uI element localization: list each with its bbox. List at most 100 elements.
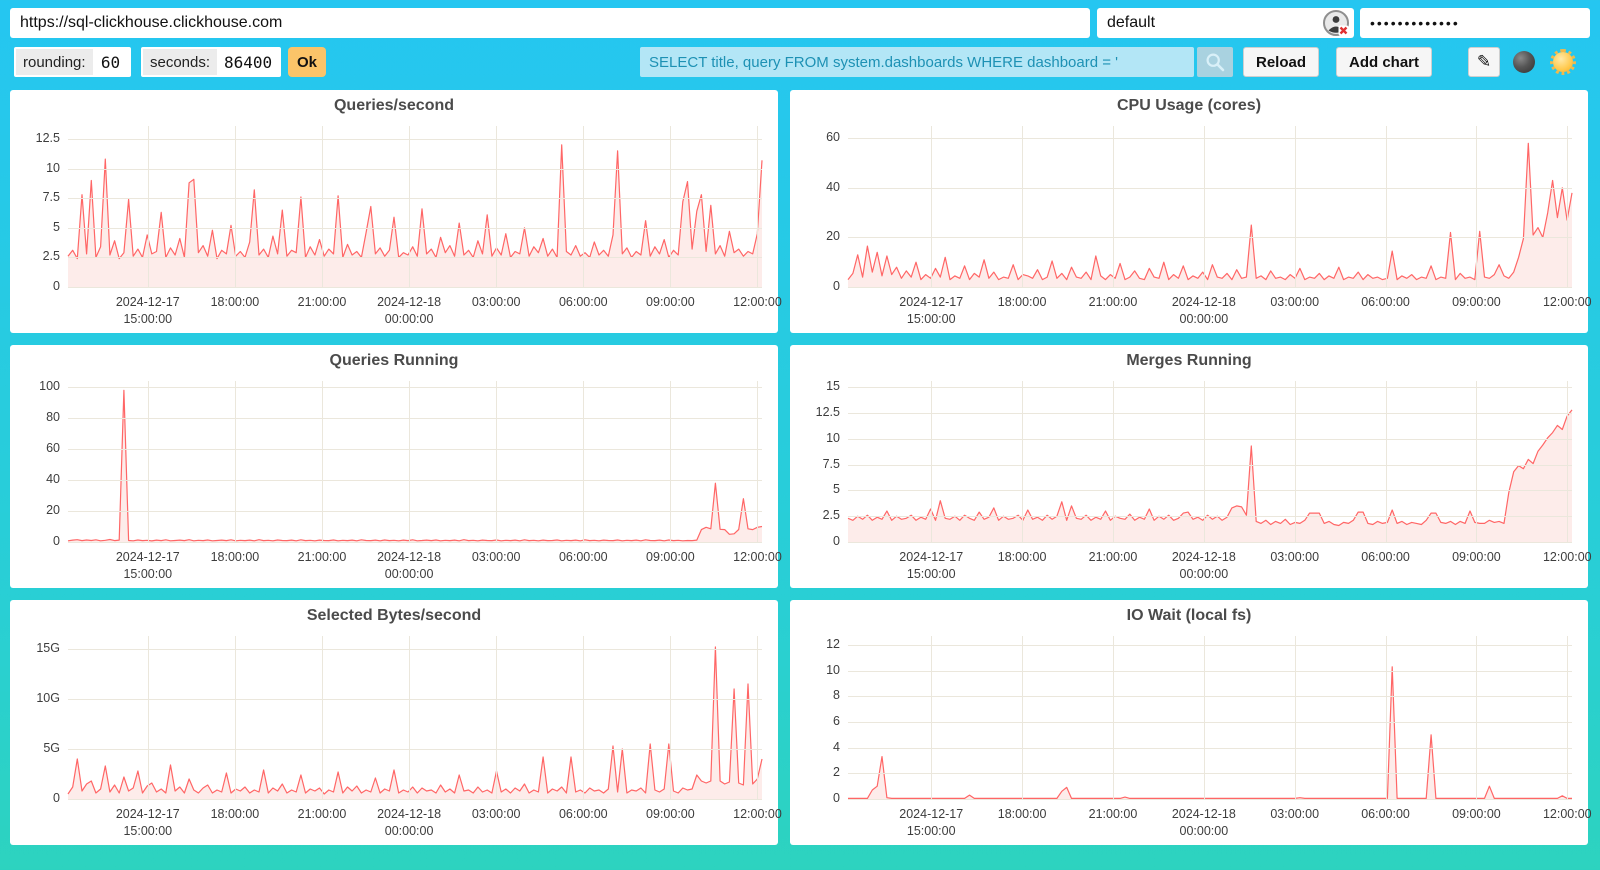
y-axis-tick-label: 6 bbox=[833, 713, 840, 728]
y-gridline bbox=[848, 490, 1572, 492]
run-query-button[interactable] bbox=[1197, 47, 1233, 77]
chart-title: Queries Running bbox=[329, 352, 459, 369]
seconds-label: seconds: bbox=[143, 49, 218, 75]
rounding-label: rounding: bbox=[16, 49, 93, 75]
y-axis-tick-label: 0 bbox=[833, 791, 840, 805]
x-axis-tick-label: 12:00:00 bbox=[733, 807, 782, 821]
y-gridline bbox=[848, 187, 1572, 189]
x-axis-tick-label: 03:00:00 bbox=[1270, 550, 1320, 564]
x-gridline bbox=[409, 126, 411, 287]
y-axis-tick-label: 4 bbox=[833, 739, 840, 754]
x-axis-tick-label: 18:00:00 bbox=[997, 295, 1047, 309]
y-gridline bbox=[68, 257, 762, 259]
x-axis-tick-label: 03:00:00 bbox=[1270, 295, 1320, 309]
y-axis-tick-label: 80 bbox=[46, 410, 60, 425]
x-gridline bbox=[931, 636, 933, 799]
chart-card-queries-running: Queries Running 100 80 60 40 20 0 2024-12-17 15… bbox=[10, 345, 782, 588]
light-theme-sun-icon[interactable] bbox=[1550, 49, 1576, 75]
x-gridline bbox=[1022, 381, 1024, 542]
x-axis-tick-label: 2024-12-17 15:00:00 bbox=[899, 295, 964, 326]
y-axis-tick-label: 60 bbox=[46, 441, 60, 456]
y-axis-tick-label: 5 bbox=[53, 219, 60, 234]
y-gridline bbox=[68, 139, 762, 141]
x-gridline bbox=[757, 126, 759, 287]
x-axis-tick-label: 12:00:00 bbox=[733, 295, 782, 309]
url-input[interactable] bbox=[10, 8, 1090, 38]
x-axis-tick-label: 09:00:00 bbox=[646, 550, 695, 564]
y-gridline bbox=[68, 542, 762, 543]
x-gridline bbox=[147, 126, 149, 287]
chart-series-svg bbox=[67, 389, 763, 542]
x-gridline bbox=[1294, 381, 1296, 542]
x-gridline bbox=[757, 381, 759, 542]
y-gridline bbox=[68, 799, 762, 800]
x-axis-tick-label: 06:00:00 bbox=[558, 550, 608, 564]
x-gridline bbox=[1567, 636, 1569, 799]
x-axis-tick-label: 03:00:00 bbox=[471, 550, 521, 564]
y-gridline bbox=[68, 387, 762, 389]
x-axis-tick-label: 12:00:00 bbox=[1542, 807, 1592, 821]
y-gridline bbox=[848, 542, 1572, 543]
search-icon bbox=[1206, 53, 1225, 72]
y-axis-tick-label: 0 bbox=[833, 279, 840, 293]
y-gridline bbox=[68, 287, 762, 288]
chart-series-svg bbox=[848, 666, 1572, 799]
dashboard-query-input[interactable] bbox=[640, 47, 1194, 77]
y-gridline bbox=[68, 649, 762, 650]
x-axis-tick-label: 2024-12-18 00:00:00 bbox=[377, 550, 442, 581]
y-axis-tick-label: 7.5 bbox=[42, 190, 60, 205]
chart-card-io-wait: IO Wait (local fs) 12 10 8 6 4 2 0 2024-12-17 15… bbox=[790, 600, 1592, 845]
y-gridline bbox=[848, 438, 1572, 440]
username-input[interactable] bbox=[1097, 8, 1354, 38]
y-axis-tick-label: 2.5 bbox=[822, 508, 840, 523]
x-axis-tick-label: 09:00:00 bbox=[1452, 295, 1501, 309]
x-gridline bbox=[1567, 126, 1569, 287]
chart-plot-area bbox=[848, 636, 1572, 799]
y-gridline bbox=[68, 480, 762, 482]
chart-series-svg bbox=[67, 646, 763, 799]
reload-button[interactable]: Reload bbox=[1243, 47, 1320, 77]
x-gridline bbox=[1203, 126, 1205, 287]
x-axis-tick-label: 18:00:00 bbox=[210, 807, 260, 821]
x-axis-tick-label: 18:00:00 bbox=[210, 295, 260, 309]
y-axis-tick-label: 0 bbox=[53, 791, 60, 805]
y-axis-tick-label: 2.5 bbox=[42, 249, 60, 264]
y-gridline bbox=[848, 138, 1572, 140]
y-gridline bbox=[68, 511, 762, 513]
chart-plot-area bbox=[847, 126, 1573, 287]
chart-plot-area bbox=[67, 126, 763, 287]
rounding-input[interactable] bbox=[92, 49, 129, 75]
seconds-control: seconds: bbox=[141, 47, 282, 77]
x-gridline bbox=[1385, 381, 1387, 542]
dark-theme-moon-icon[interactable] bbox=[1513, 51, 1535, 73]
y-axis-tick-label: 20 bbox=[826, 229, 840, 244]
y-gridline bbox=[848, 773, 1572, 775]
seconds-input[interactable] bbox=[217, 49, 280, 75]
x-axis-tick-label: 2024-12-18 00:00:00 bbox=[1171, 807, 1236, 838]
chart-title: Queries/second bbox=[333, 97, 455, 114]
x-axis-tick-label: 2024-12-18 00:00:00 bbox=[1171, 295, 1236, 326]
y-axis-tick-label: 40 bbox=[46, 472, 60, 487]
x-gridline bbox=[583, 381, 585, 542]
password-input[interactable] bbox=[1360, 8, 1590, 38]
y-axis-tick-label: 5G bbox=[43, 741, 60, 755]
chart-title: Merges Running bbox=[1126, 352, 1252, 369]
y-axis-tick-label: 15G bbox=[36, 641, 60, 655]
x-axis-tick-label: 18:00:00 bbox=[210, 550, 260, 564]
add-chart-button[interactable]: Add chart bbox=[1336, 47, 1433, 77]
chart-plot-area bbox=[67, 636, 763, 799]
y-axis-tick-label: 2 bbox=[833, 765, 840, 780]
x-gridline bbox=[670, 126, 672, 287]
x-gridline bbox=[1022, 636, 1024, 799]
y-axis-tick-label: 15 bbox=[826, 379, 840, 394]
x-axis-tick-label: 09:00:00 bbox=[646, 295, 695, 309]
chart-title: Selected Bytes/second bbox=[306, 607, 482, 624]
y-gridline bbox=[68, 418, 762, 420]
chart-series-svg bbox=[847, 142, 1573, 287]
password-manager-icon[interactable] bbox=[1323, 10, 1349, 36]
ok-button[interactable]: Ok bbox=[288, 47, 327, 77]
y-axis-tick-label: 10 bbox=[826, 430, 840, 445]
edit-queries-button[interactable]: ✎ bbox=[1468, 47, 1500, 77]
y-gridline bbox=[848, 287, 1572, 288]
